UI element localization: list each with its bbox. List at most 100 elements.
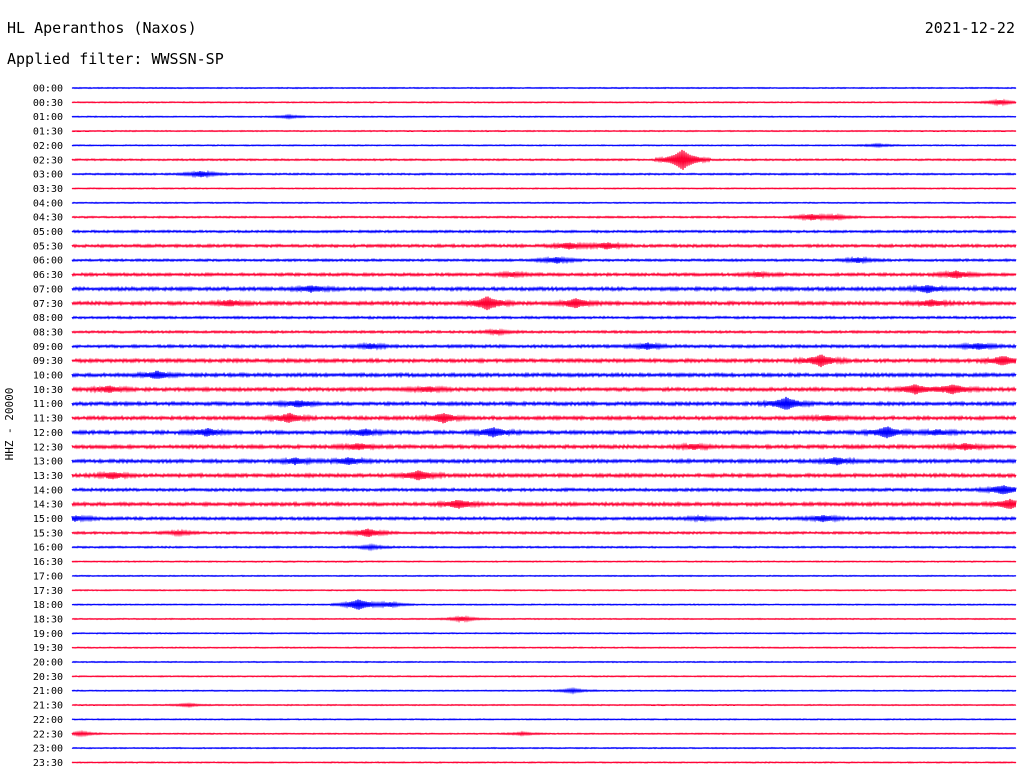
row-tick-label: 03:30	[33, 184, 63, 195]
row-tick-label: 17:00	[33, 571, 63, 582]
row-tick-label: 02:30	[33, 155, 63, 166]
row-tick-label: 16:30	[33, 557, 63, 568]
trace-09-30	[71, 354, 1017, 368]
trace-03-30	[71, 187, 1017, 190]
row-tick-label: 05:30	[33, 241, 63, 252]
row-tick-label: 18:30	[33, 614, 63, 625]
row-tick-label: 06:30	[33, 270, 63, 281]
row-tick-label: 23:00	[33, 744, 63, 755]
trace-07-00	[71, 284, 1017, 294]
row-tick-label: 08:00	[33, 313, 63, 324]
trace-00-00	[71, 86, 1017, 90]
trace-03-00	[71, 169, 1017, 179]
row-tick-label: 07:00	[33, 284, 63, 295]
row-tick-label: 11:00	[33, 399, 63, 410]
row-tick-label: 14:00	[33, 485, 63, 496]
trace-18-00	[71, 599, 1017, 610]
row-tick-label: 04:00	[33, 198, 63, 209]
row-tick-label: 00:00	[33, 84, 63, 95]
row-tick-label: 06:00	[33, 256, 63, 267]
row-tick-label: 10:30	[33, 385, 63, 396]
row-tick-label: 01:30	[33, 127, 63, 138]
trace-13-00	[71, 456, 1017, 466]
row-tick-label: 13:00	[33, 457, 63, 468]
trace-22-00	[71, 718, 1017, 721]
trace-15-30	[71, 528, 1017, 538]
trace-04-00	[71, 201, 1017, 205]
trace-18-30	[71, 615, 1017, 624]
row-tick-label: 12:00	[33, 428, 63, 439]
trace-17-00	[71, 574, 1017, 578]
row-tick-label: 22:30	[33, 729, 63, 740]
row-tick-label: 09:00	[33, 342, 63, 353]
row-tick-label: 04:30	[33, 213, 63, 224]
trace-06-00	[71, 255, 1017, 265]
row-tick-label: 14:30	[33, 500, 63, 511]
row-tick-label: 17:30	[33, 586, 63, 597]
trace-14-30	[71, 498, 1017, 509]
date-label: 2021-12-22	[924, 19, 1015, 37]
row-tick-label: 20:00	[33, 658, 63, 669]
row-tick-label: 03:00	[33, 170, 63, 181]
row-tick-label: 19:00	[33, 629, 63, 640]
row-tick-label: 21:00	[33, 686, 63, 697]
trace-19-00	[71, 631, 1017, 635]
row-tick-label: 22:00	[33, 715, 63, 726]
station-title: HL Aperanthos (Naxos)	[7, 19, 197, 37]
row-tick-label: 13:30	[33, 471, 63, 482]
row-tick-label: 19:30	[33, 643, 63, 654]
trace-14-00	[71, 485, 1017, 495]
trace-17-30	[71, 588, 1017, 592]
row-tick-label: 01:00	[33, 112, 63, 123]
trace-05-00	[71, 229, 1017, 234]
row-tick-label: 05:00	[33, 227, 63, 238]
row-tick-label: 18:00	[33, 600, 63, 611]
trace-20-30	[71, 675, 1017, 678]
trace-02-00	[71, 142, 1017, 149]
row-tick-label: 15:00	[33, 514, 63, 525]
trace-10-00	[71, 370, 1017, 379]
trace-21-30	[71, 702, 1017, 709]
trace-16-30	[71, 560, 1017, 563]
row-tick-label: 08:30	[33, 327, 63, 338]
row-tick-label: 16:00	[33, 543, 63, 554]
trace-16-00	[71, 543, 1017, 552]
trace-15-00	[71, 514, 1017, 523]
row-tick-label: 00:30	[33, 98, 63, 109]
row-tick-label: 11:30	[33, 414, 63, 425]
trace-23-30	[71, 761, 1017, 764]
trace-08-00	[71, 315, 1017, 320]
row-tick-label: 07:30	[33, 299, 63, 310]
trace-04-30	[71, 212, 1017, 222]
trace-21-00	[71, 686, 1017, 695]
trace-11-00	[71, 396, 1017, 410]
trace-12-00	[71, 426, 1017, 439]
trace-22-30	[71, 729, 1017, 738]
row-tick-label: 21:30	[33, 701, 63, 712]
row-tick-label: 20:30	[33, 672, 63, 683]
trace-19-30	[71, 646, 1017, 649]
trace-11-30	[71, 412, 1017, 424]
trace-13-30	[71, 470, 1017, 481]
trace-05-30	[71, 241, 1017, 251]
row-tick-label: 02:00	[33, 141, 63, 152]
row-tick-label: 12:30	[33, 442, 63, 453]
trace-08-30	[71, 328, 1017, 337]
trace-07-30	[71, 296, 1017, 311]
filter-label: Applied filter: WWSSN-SP	[7, 50, 224, 68]
row-tick-label: 09:30	[33, 356, 63, 367]
trace-00-30	[71, 98, 1017, 107]
trace-23-00	[71, 746, 1017, 750]
row-tick-label: 15:30	[33, 528, 63, 539]
row-tick-label: 10:00	[33, 371, 63, 382]
trace-10-30	[71, 384, 1017, 395]
row-tick-label: 23:30	[33, 758, 63, 769]
trace-20-00	[71, 660, 1017, 664]
trace-06-30	[71, 269, 1017, 279]
trace-09-00	[71, 341, 1017, 351]
trace-12-30	[71, 442, 1017, 452]
trace-02-30	[71, 149, 1017, 170]
trace-01-00	[71, 113, 1017, 120]
trace-01-30	[71, 129, 1017, 133]
